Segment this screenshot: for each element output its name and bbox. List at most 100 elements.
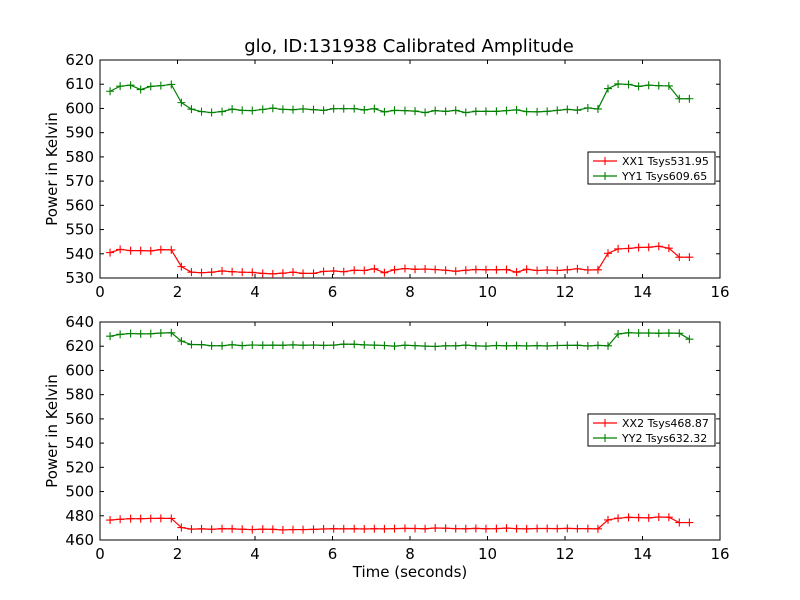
data-point [481, 342, 490, 351]
y-tick-label: 540 [65, 245, 94, 263]
data-point [126, 246, 135, 255]
legend-entry: YY1 Tsys609.65 [621, 170, 707, 183]
data-point [431, 106, 440, 115]
chart-panels: 0 2 4 6 8 10 12 14 16530540550560570580590600610… [43, 51, 730, 581]
data-point [288, 105, 297, 114]
data-point [675, 94, 684, 103]
data-point [390, 342, 399, 351]
legend-marker [601, 172, 609, 180]
data-point [339, 524, 348, 533]
data-point [553, 106, 562, 115]
data-point [644, 513, 653, 522]
data-point [644, 329, 653, 338]
y-tick-label: 520 [65, 458, 94, 476]
data-point [156, 329, 165, 338]
x-tick-label: 6 [328, 283, 338, 301]
data-point [604, 84, 613, 93]
data-point [238, 106, 247, 115]
data-point [502, 341, 511, 350]
data-point [461, 108, 470, 117]
data-point [380, 268, 389, 277]
data-point [106, 516, 115, 525]
data-point [411, 265, 420, 274]
y-tick-label: 580 [65, 148, 94, 166]
data-point [380, 524, 389, 533]
y-tick-label: 600 [65, 361, 94, 379]
data-point [248, 341, 257, 350]
data-point [106, 248, 115, 257]
x-tick-label: 2 [173, 545, 183, 563]
data-point [614, 329, 623, 338]
y-tick-label: 590 [65, 124, 94, 142]
data-point [411, 341, 420, 350]
data-point [492, 341, 501, 350]
data-point [309, 341, 318, 350]
data-point [421, 265, 430, 274]
data-point [116, 82, 125, 91]
data-point [278, 341, 287, 350]
data-point [156, 245, 165, 254]
series-line [109, 83, 690, 114]
legend-entry: XX1 Tsys531.95 [622, 155, 709, 168]
data-point [167, 245, 176, 254]
data-point [533, 266, 542, 275]
data-point [339, 340, 348, 349]
data-point [685, 335, 694, 344]
data-point [533, 524, 542, 533]
data-point [126, 81, 135, 90]
data-point [218, 341, 227, 350]
data-point [654, 512, 663, 521]
data-point [492, 107, 501, 116]
data-point [441, 341, 450, 350]
data-point [329, 341, 338, 350]
data-point [492, 265, 501, 274]
series-line [110, 516, 690, 531]
data-point [481, 265, 490, 274]
x-tick-label: 16 [710, 545, 729, 563]
data-point [543, 107, 552, 116]
data-point [563, 524, 572, 533]
data-point [573, 106, 582, 115]
data-point [350, 524, 359, 533]
data-point [583, 524, 592, 533]
x-tick-label: 4 [250, 545, 260, 563]
series-2 [106, 79, 694, 117]
data-point [553, 266, 562, 275]
data-point [238, 341, 247, 350]
data-point [604, 249, 613, 258]
chart-title: glo, ID:131938 Calibrated Amplitude [244, 36, 574, 57]
data-point [512, 105, 521, 114]
data-point [461, 341, 470, 350]
data-point [319, 341, 328, 350]
data-point [634, 513, 643, 522]
series-1 [106, 242, 694, 278]
data-point [218, 266, 227, 275]
data-point [207, 268, 216, 277]
data-point [421, 108, 430, 117]
data-point [400, 106, 409, 115]
data-point [502, 265, 511, 274]
data-point [593, 341, 602, 350]
data-point [126, 329, 135, 338]
data-point [664, 81, 673, 90]
data-point [278, 269, 287, 278]
data-point [177, 337, 186, 346]
series-1 [106, 512, 694, 534]
data-point [390, 265, 399, 274]
data-point [136, 514, 145, 523]
data-point [309, 105, 318, 114]
data-point [278, 105, 287, 114]
data-point [177, 98, 186, 107]
x-tick-label: 16 [710, 283, 729, 301]
data-point [187, 268, 196, 277]
data-point [136, 329, 145, 338]
y-tick-label: 460 [65, 531, 94, 549]
data-point [431, 265, 440, 274]
data-point [502, 106, 511, 115]
data-point [288, 340, 297, 349]
data-point [492, 524, 501, 533]
legend-entry: XX2 Tsys468.87 [622, 417, 709, 430]
data-point [512, 268, 521, 277]
y-tick-label: 620 [65, 51, 94, 69]
